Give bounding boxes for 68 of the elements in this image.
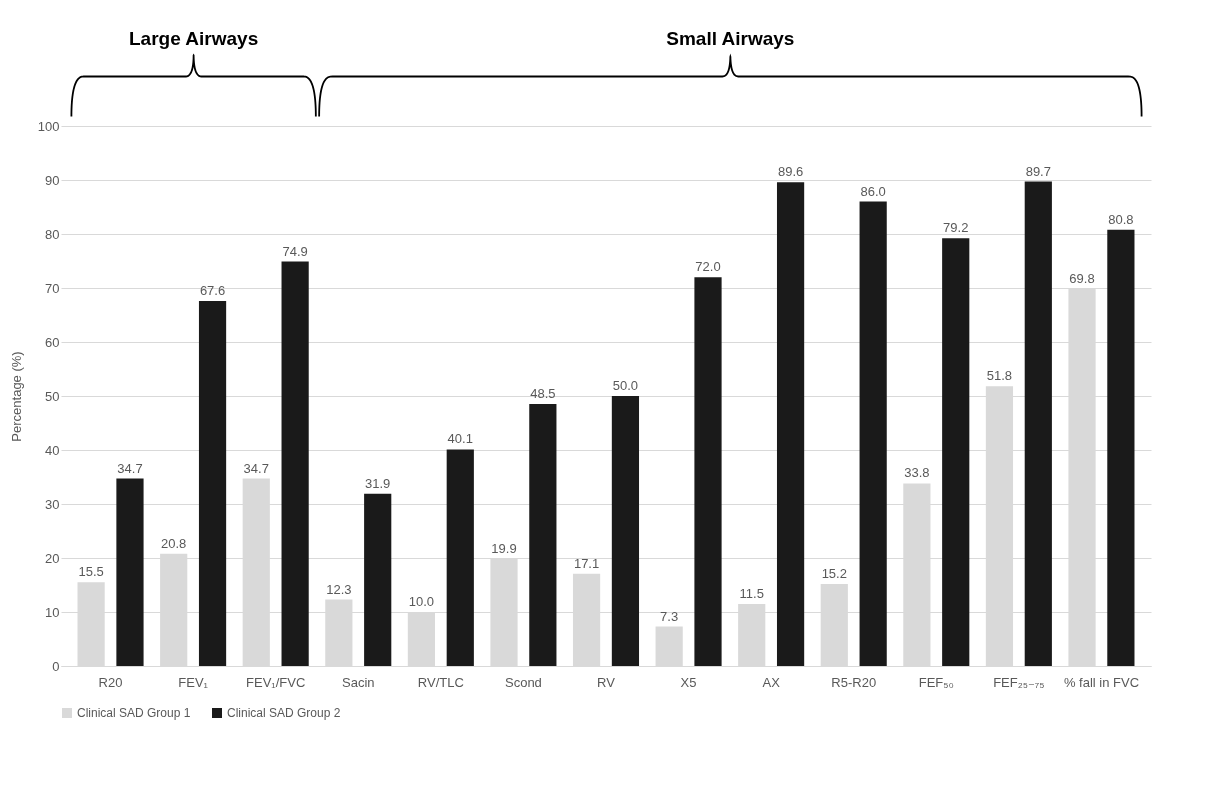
data-label: 19.9 xyxy=(491,540,517,556)
data-label: 34.7 xyxy=(117,460,143,476)
data-label: 72.0 xyxy=(695,259,721,275)
y-tick-label: 80 xyxy=(45,226,60,242)
data-label: 7.3 xyxy=(660,608,679,624)
bar xyxy=(611,396,640,666)
x-tick-label: % fall in FVC xyxy=(1063,674,1140,690)
bar xyxy=(281,261,309,666)
bar xyxy=(942,238,970,666)
data-label: 51.8 xyxy=(986,368,1013,384)
x-tick-label: X5 xyxy=(680,674,697,690)
y-tick-label: 20 xyxy=(45,550,60,566)
x-tick-label: FEF₂₅₋₇₅ xyxy=(993,674,1045,690)
x-tick-label: R5-R20 xyxy=(831,674,877,690)
data-label: 33.8 xyxy=(904,465,930,481)
data-label: 79.2 xyxy=(943,220,969,236)
y-tick-label: 70 xyxy=(45,280,60,296)
x-tick-label: Sacin xyxy=(342,674,375,690)
data-label: 86.0 xyxy=(860,183,886,199)
data-label: 34.7 xyxy=(243,460,269,476)
bar xyxy=(776,182,805,666)
data-label: 67.6 xyxy=(199,282,226,298)
bar xyxy=(859,201,887,666)
y-tick-label: 100 xyxy=(37,118,60,134)
x-tick-label: Scond xyxy=(504,674,542,690)
data-label: 50.0 xyxy=(612,378,639,393)
data-label: 89.6 xyxy=(777,164,804,180)
bar xyxy=(694,277,722,666)
x-tick-label: FEF₅₀ xyxy=(918,674,954,690)
bar xyxy=(446,449,474,666)
legend-label: Clinical SAD Group 2 xyxy=(227,706,341,720)
bar xyxy=(364,493,392,666)
bar xyxy=(1107,229,1135,666)
text: Large Airways xyxy=(129,27,259,49)
data-label: 15.5 xyxy=(78,564,104,580)
data-label: 31.9 xyxy=(365,475,391,491)
data-label: 89.7 xyxy=(1025,163,1051,179)
data-label: 69.8 xyxy=(1069,271,1095,287)
x-tick-label: RV xyxy=(597,674,616,690)
data-label: 40.1 xyxy=(447,431,473,447)
data-label: 20.8 xyxy=(161,535,187,551)
y-tick-label: 50 xyxy=(45,388,60,404)
data-label: 74.9 xyxy=(282,243,308,259)
y-tick-label: 30 xyxy=(45,496,60,512)
data-label: 10.0 xyxy=(408,594,435,609)
y-tick-label: 10 xyxy=(45,604,60,620)
data-label: 17.1 xyxy=(573,555,600,571)
bar xyxy=(116,478,144,666)
text: Small Airways xyxy=(666,27,795,49)
y-tick-label: 60 xyxy=(45,334,60,350)
legend-label: Clinical SAD Group 1 xyxy=(77,706,191,720)
x-tick-label: RV/TLC xyxy=(417,674,464,690)
data-label: 80.8 xyxy=(1108,211,1134,227)
data-label: 15.2 xyxy=(821,565,847,581)
y-tick-label: 40 xyxy=(45,442,60,458)
y-tick-label: 0 xyxy=(52,658,60,674)
bar xyxy=(198,300,227,666)
bar xyxy=(1024,181,1052,666)
x-tick-label: AX xyxy=(762,674,781,690)
bar xyxy=(529,404,557,666)
data-label: 48.5 xyxy=(530,386,556,402)
y-tick-label: 90 xyxy=(45,172,60,188)
x-tick-label: FEV₁/FVC xyxy=(246,674,306,690)
data-label: 12.3 xyxy=(326,581,352,597)
x-tick-label: R20 xyxy=(98,674,123,690)
y-axis-title: Percentage (%) xyxy=(8,351,24,442)
x-tick-label: FEV₁ xyxy=(178,674,209,690)
data-label: 11.5 xyxy=(739,585,764,601)
